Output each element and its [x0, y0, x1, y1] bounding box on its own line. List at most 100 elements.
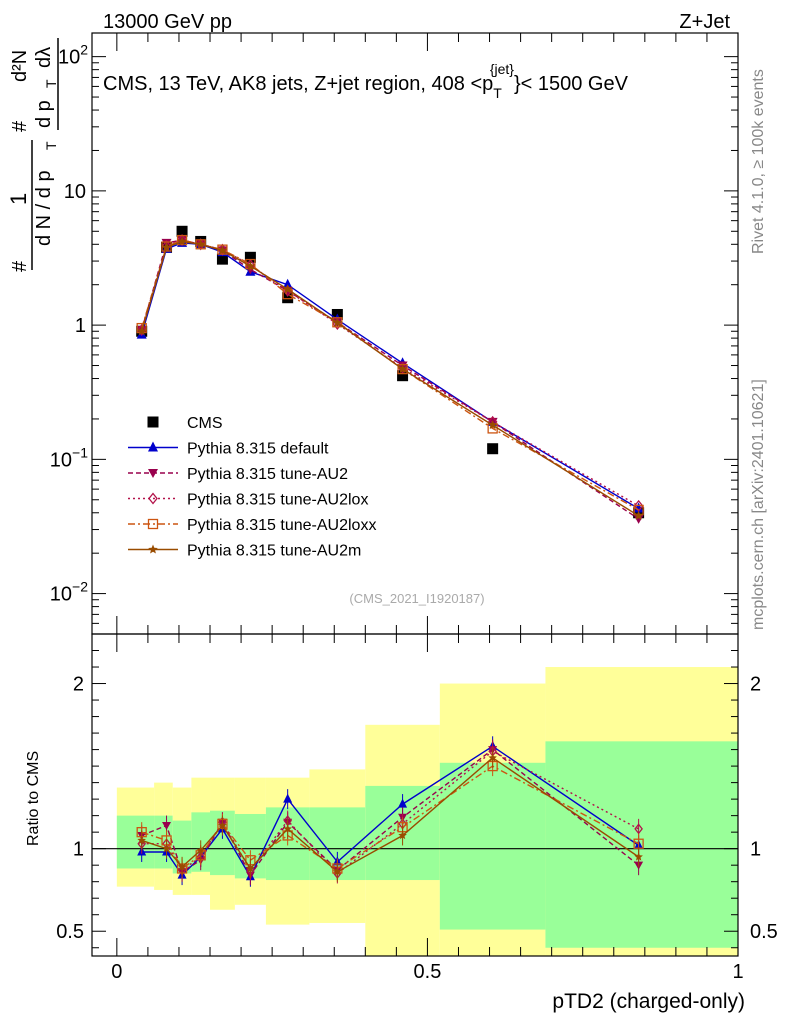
ratio-ytick-label-right-0: 0.5: [750, 921, 778, 943]
main-ytick-exp-1: −1: [72, 444, 88, 460]
main-ytick-label-4: 102: [58, 42, 88, 69]
point-au2m-8: [397, 364, 408, 374]
main-ytick-base-1: 10: [50, 449, 72, 471]
legend-label-au2: Pythia 8.315 tune-AU2: [187, 466, 348, 483]
point-au2m-5: [245, 261, 256, 271]
point-au2m-1: [161, 242, 172, 252]
plot-title-sup: {jet}: [490, 61, 514, 77]
legend-item-au2lox: Pythia 8.315 tune-AU2lox: [128, 492, 368, 509]
ratio-ytick-label-right-1: 1: [750, 839, 761, 861]
ylabel-d2N: d²N: [9, 50, 31, 82]
main-ytick-label-3: 10: [64, 181, 86, 203]
point-au2m-10: [633, 510, 644, 520]
point-cms-6: [282, 292, 294, 304]
legend-label-cms: CMS: [187, 415, 223, 432]
point-au2m-4: [217, 245, 228, 255]
legend-item-au2loxx: Pythia 8.315 tune-AU2loxx: [128, 517, 376, 534]
ylabel-one: 1: [6, 193, 31, 205]
point-au2lox-0: [136, 323, 147, 337]
rivet-label: Rivet 4.1.0, ≥ 100k events: [750, 69, 767, 254]
ratio-point-au2m-5: [246, 864, 255, 873]
point-au2loxx-7: [332, 317, 343, 328]
point-au2m-3: [195, 239, 206, 249]
ratio-point-au2m-7: [333, 867, 342, 876]
main-ytick-base-0: 10: [50, 584, 72, 606]
point-cms-2: [176, 225, 188, 237]
main-ytick-label-1: 10−1: [50, 444, 88, 471]
main-plot: [136, 225, 645, 524]
xtick-label-1: 0.5: [414, 961, 442, 983]
point-default-6: [282, 278, 293, 289]
plot-title-sub: T: [493, 85, 502, 101]
ylabel-hash2: #: [9, 120, 31, 132]
ratio-point-au2m-1: [162, 844, 171, 853]
legend-marker-default: [148, 441, 158, 452]
point-au2m-6: [282, 284, 293, 294]
ratio-plot: [92, 736, 738, 887]
ratio-point-au2m-2: [177, 862, 187, 871]
point-au2lox-8: [397, 361, 408, 374]
ratio-point-au2-1: [162, 822, 172, 831]
ratio-point-au2m-0: [137, 835, 146, 845]
ratio-ytick-label-right-2: 2: [750, 674, 761, 696]
line-au2lox: [141, 239, 639, 507]
point-au2loxx-1: [161, 241, 172, 252]
legend-marker-cms: [147, 416, 159, 428]
ylabel-dN: d N / d p: [33, 170, 55, 246]
ratio-point-au2m-6: [283, 824, 292, 833]
ratio-bands: [116, 667, 738, 956]
legend-marker-au2loxx: [147, 518, 159, 530]
ratio-point-au2m-4: [218, 821, 227, 830]
point-cms-8: [397, 370, 409, 382]
point-cms-9: [487, 443, 499, 455]
legend: CMS Pythia 8.315 default Pythia 8.315 tune…: [128, 415, 376, 560]
point-au2m-7: [332, 317, 343, 327]
ylabel-dpT: d p: [33, 100, 55, 128]
band-inner-9: [439, 762, 546, 930]
main-ytick-exp-4: 2: [80, 42, 88, 58]
series-au2m: [136, 236, 644, 520]
legend-item-default: Pythia 8.315 default: [128, 441, 329, 458]
legend-item-cms: CMS: [147, 415, 223, 432]
ratio-ylabel: Ratio to CMS: [25, 751, 42, 846]
main-ytick-exp-0: −2: [72, 579, 88, 595]
main-ytick-base-3: 10: [64, 181, 86, 203]
main-ytick-label-0: 10−2: [50, 579, 88, 606]
main-ytick-base-4: 10: [58, 47, 80, 69]
ylabel-T: T: [43, 141, 59, 150]
main-ylabel: # 1 d N / d p T # d²N d p T dλ: [6, 38, 59, 272]
xlabel: pTD2 (charged-only): [552, 990, 745, 1013]
legend-item-au2m: Pythia 8.315 tune-AU2m: [128, 543, 361, 560]
analysis-watermark: (CMS_2021_I1920187): [349, 591, 484, 606]
point-cms-4: [216, 253, 228, 265]
legend-label-au2lox: Pythia 8.315 tune-AU2lox: [187, 492, 368, 509]
xtick-label-2: 1: [732, 961, 743, 983]
legend-marker-au2m: [148, 544, 158, 554]
mcplots-label: mcplots.cern.ch [arXiv:2401.10621]: [750, 379, 767, 630]
ylabel-T2: T: [43, 79, 59, 88]
legend-marker-au2lox: [148, 492, 158, 505]
header-right: Z+Jet: [679, 11, 730, 33]
ratio-point-au2m-8: [398, 831, 407, 840]
ratio-point-au2m-10: [634, 852, 643, 861]
point-au2m-0: [136, 326, 147, 336]
ratio-point-au2m-9: [488, 753, 497, 762]
header-left: 13000 GeV pp: [103, 11, 232, 33]
point-au2m-9: [487, 420, 498, 430]
point-cms-5: [244, 251, 256, 263]
point-au2-10: [633, 514, 644, 524]
ratio-point-default-8: [398, 798, 408, 808]
legend-label-default: Pythia 8.315 default: [187, 441, 329, 458]
ratio-point-au2lox-10: [634, 823, 643, 835]
ratio-series-au2m: [137, 747, 643, 882]
ylabel-dlambda: dλ: [33, 47, 55, 68]
plot-title: CMS, 13 TeV, AK8 jets, Z+jet region, 408…: [103, 61, 629, 101]
ratio-point-au2m-3: [196, 845, 205, 854]
ratio-ytick-label-0: 0.5: [56, 921, 84, 943]
ratio-frame: [91, 633, 739, 957]
point-au2lox-5: [245, 259, 256, 272]
point-au2m-2: [177, 236, 187, 246]
ratio-ytick-label-1: 1: [73, 839, 84, 861]
